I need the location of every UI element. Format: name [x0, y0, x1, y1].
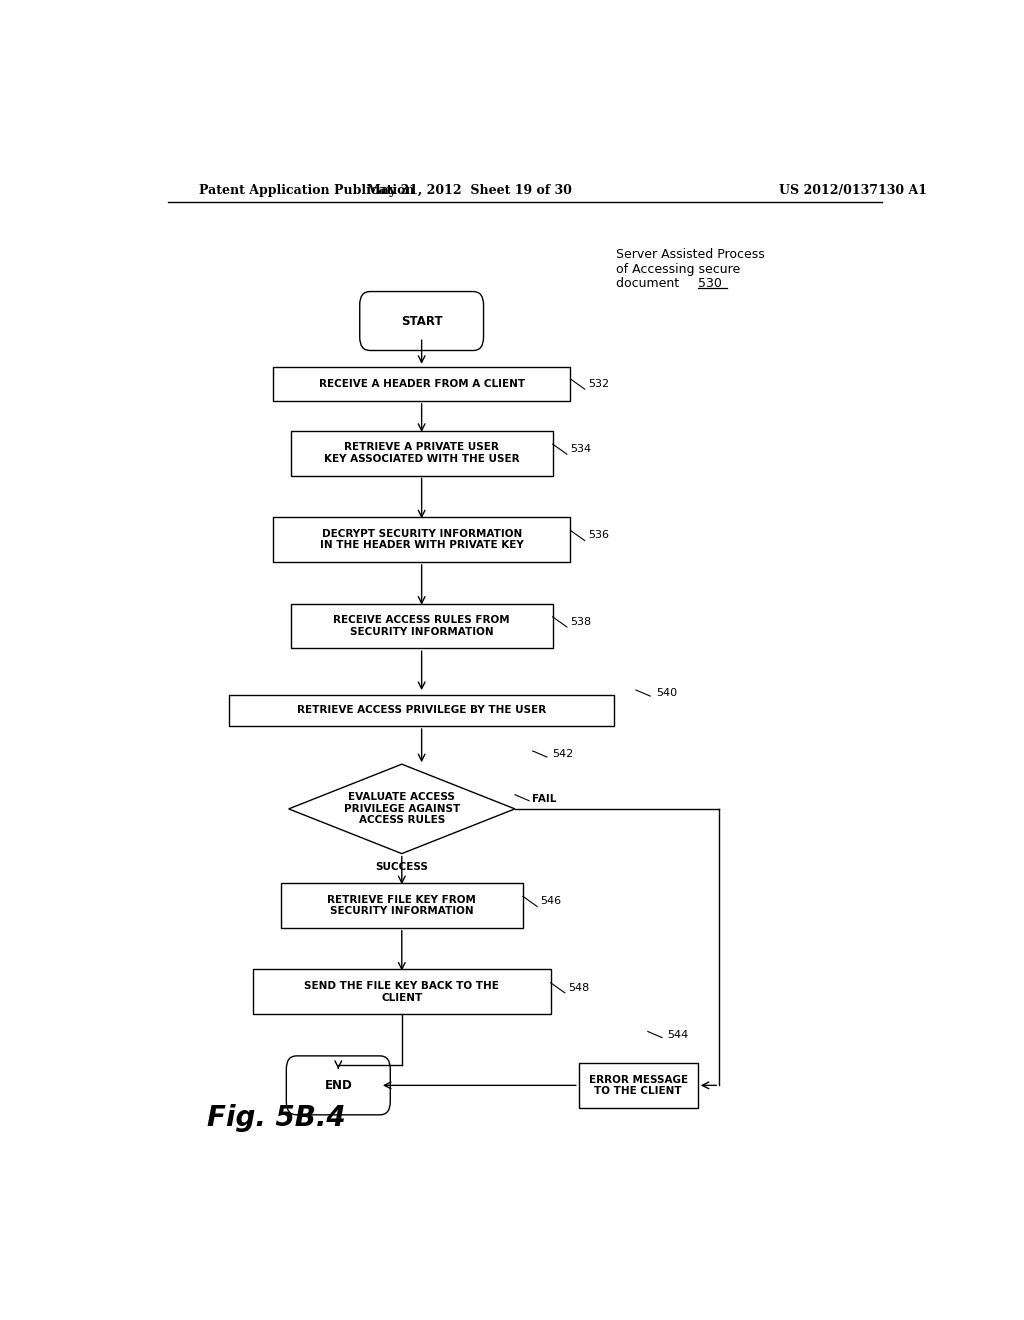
FancyBboxPatch shape: [291, 430, 553, 475]
Text: 538: 538: [570, 616, 591, 627]
Text: 530: 530: [697, 277, 722, 290]
FancyBboxPatch shape: [253, 969, 551, 1014]
Text: US 2012/0137130 A1: US 2012/0137130 A1: [778, 185, 927, 198]
Text: Server Assisted Process: Server Assisted Process: [616, 248, 765, 261]
Text: 542: 542: [553, 748, 573, 759]
FancyBboxPatch shape: [229, 694, 614, 726]
Text: 536: 536: [588, 531, 609, 540]
FancyBboxPatch shape: [272, 367, 570, 401]
Text: EVALUATE ACCESS
PRIVILEGE AGAINST
ACCESS RULES: EVALUATE ACCESS PRIVILEGE AGAINST ACCESS…: [344, 792, 460, 825]
Text: Fig. 5B.4: Fig. 5B.4: [207, 1104, 346, 1133]
Text: END: END: [325, 1078, 352, 1092]
FancyBboxPatch shape: [287, 1056, 390, 1115]
Text: document: document: [616, 277, 683, 290]
Text: 546: 546: [541, 896, 561, 907]
Text: FAIL: FAIL: [532, 793, 557, 804]
Text: RETRIEVE A PRIVATE USER
KEY ASSOCIATED WITH THE USER: RETRIEVE A PRIVATE USER KEY ASSOCIATED W…: [324, 442, 519, 463]
Text: of Accessing secure: of Accessing secure: [616, 263, 740, 276]
Text: May 31, 2012  Sheet 19 of 30: May 31, 2012 Sheet 19 of 30: [367, 185, 571, 198]
Text: 540: 540: [655, 688, 677, 698]
Text: 532: 532: [588, 379, 609, 389]
Polygon shape: [289, 764, 515, 854]
Text: RECEIVE A HEADER FROM A CLIENT: RECEIVE A HEADER FROM A CLIENT: [318, 379, 524, 389]
FancyBboxPatch shape: [359, 292, 483, 351]
Text: SEND THE FILE KEY BACK TO THE
CLIENT: SEND THE FILE KEY BACK TO THE CLIENT: [304, 981, 500, 1003]
Text: RETRIEVE ACCESS PRIVILEGE BY THE USER: RETRIEVE ACCESS PRIVILEGE BY THE USER: [297, 705, 546, 715]
FancyBboxPatch shape: [579, 1063, 697, 1107]
FancyBboxPatch shape: [291, 603, 553, 648]
FancyBboxPatch shape: [281, 883, 523, 928]
Text: 548: 548: [568, 983, 589, 993]
Text: START: START: [400, 314, 442, 327]
Text: ERROR MESSAGE
TO THE CLIENT: ERROR MESSAGE TO THE CLIENT: [589, 1074, 688, 1096]
Text: RETRIEVE FILE KEY FROM
SECURITY INFORMATION: RETRIEVE FILE KEY FROM SECURITY INFORMAT…: [328, 895, 476, 916]
Text: RECEIVE ACCESS RULES FROM
SECURITY INFORMATION: RECEIVE ACCESS RULES FROM SECURITY INFOR…: [334, 615, 510, 636]
Text: SUCCESS: SUCCESS: [376, 862, 428, 871]
Text: Patent Application Publication: Patent Application Publication: [200, 185, 415, 198]
Text: DECRYPT SECURITY INFORMATION
IN THE HEADER WITH PRIVATE KEY: DECRYPT SECURITY INFORMATION IN THE HEAD…: [319, 529, 523, 550]
Text: 534: 534: [570, 444, 591, 454]
FancyBboxPatch shape: [272, 517, 570, 562]
Text: 544: 544: [668, 1030, 689, 1040]
